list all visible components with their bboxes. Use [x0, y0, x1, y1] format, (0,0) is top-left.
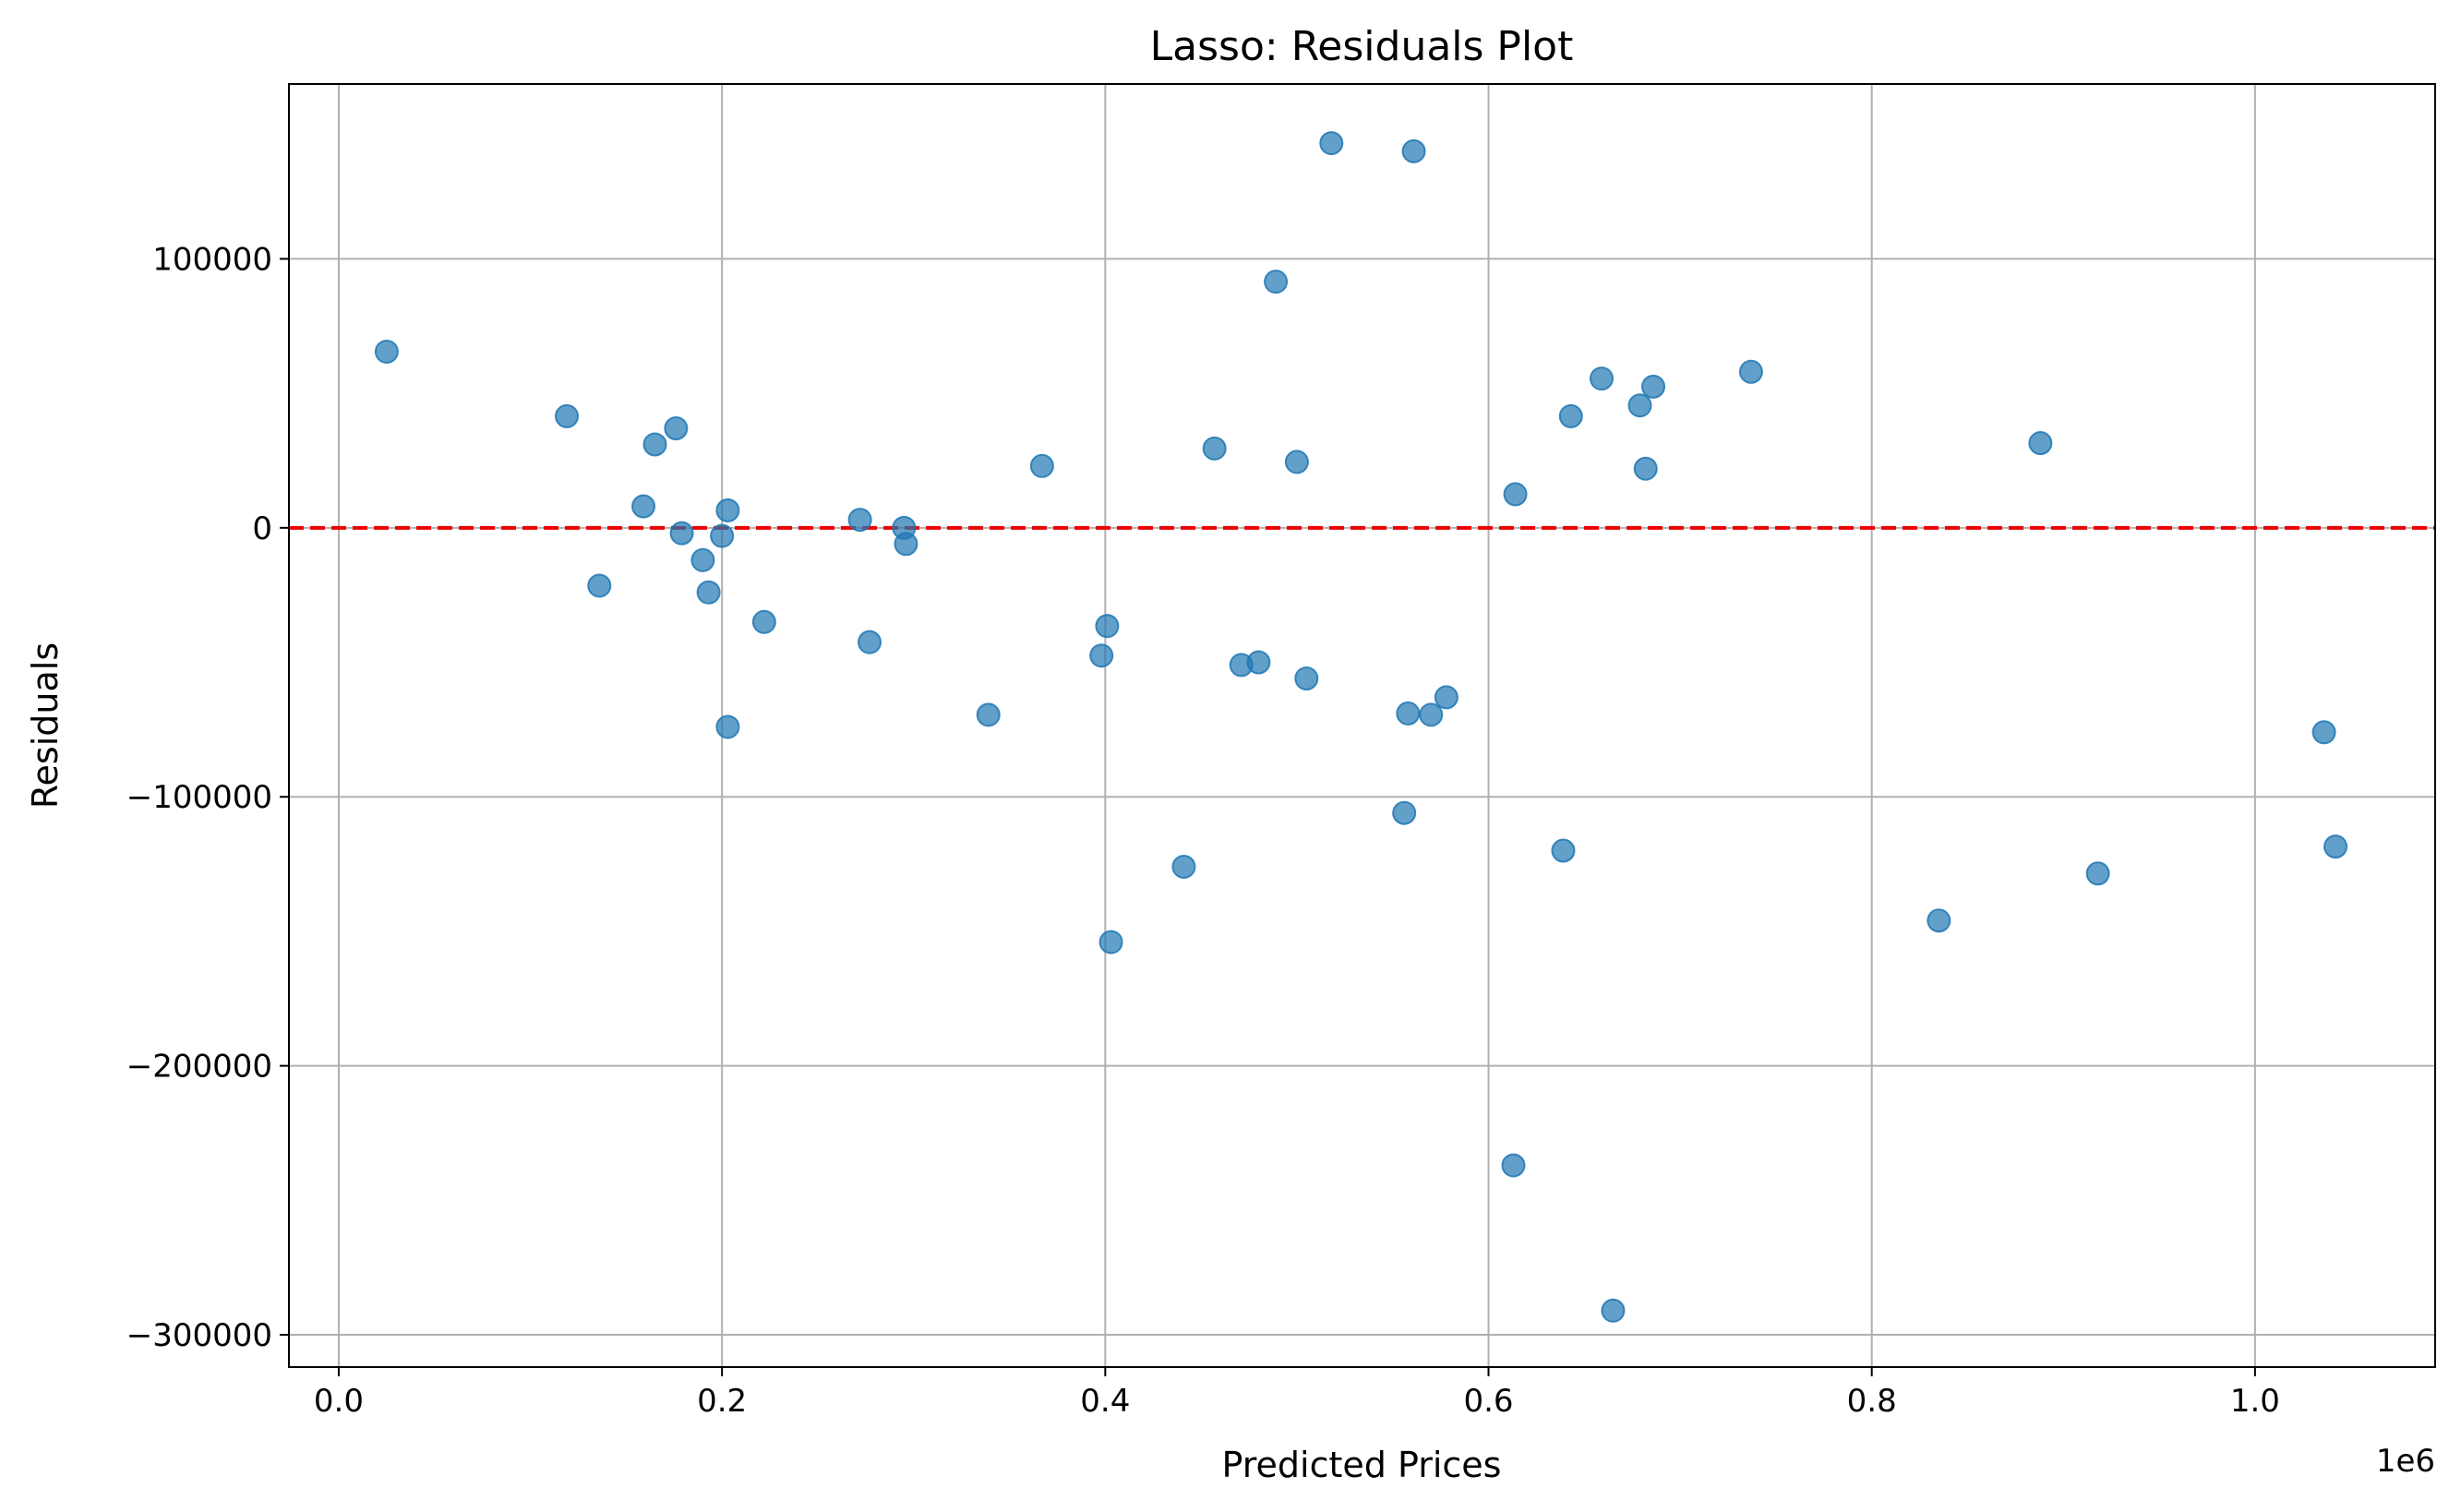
data-point: [1738, 359, 1763, 384]
data-points: [374, 131, 2348, 1323]
data-point: [710, 523, 735, 548]
x-axis-offset-label: 1e6: [2376, 1443, 2435, 1480]
data-point: [1641, 374, 1666, 399]
y-tick-label: −100000: [126, 779, 272, 816]
data-point: [690, 547, 715, 572]
data-point: [894, 532, 918, 557]
x-tick-label: 0.8: [1847, 1383, 1897, 1420]
data-point: [1284, 450, 1309, 474]
data-point: [1396, 701, 1421, 726]
data-point: [1171, 854, 1196, 879]
data-point: [1095, 614, 1120, 639]
y-tick-label: 100000: [152, 241, 272, 278]
data-point: [555, 403, 580, 428]
y-tick-label: 0: [252, 510, 272, 547]
data-point: [2311, 720, 2336, 745]
axis-ticks: 0.0 0.2 0.4 0.6 0.8 1.0 −300000 −200000 −100000 0…: [126, 241, 2280, 1420]
data-point: [664, 415, 689, 440]
x-tick-label: 0.4: [1080, 1383, 1130, 1420]
x-tick-label: 0.0: [314, 1383, 364, 1420]
x-tick-label: 1.0: [2230, 1383, 2280, 1420]
data-point: [1202, 436, 1227, 461]
data-point: [587, 573, 612, 598]
data-point: [669, 521, 694, 546]
data-point: [1319, 131, 1344, 156]
data-point: [715, 498, 740, 522]
data-point: [1633, 456, 1658, 481]
data-point: [642, 432, 667, 457]
data-point: [1558, 403, 1583, 428]
data-point: [1503, 482, 1528, 507]
data-point: [1927, 908, 1951, 933]
data-point: [631, 494, 656, 519]
data-point: [374, 339, 399, 364]
y-tick-label: −300000: [126, 1317, 272, 1354]
data-point: [1401, 138, 1426, 163]
x-tick-label: 0.2: [697, 1383, 747, 1420]
data-point: [1601, 1298, 1626, 1323]
data-point: [1029, 453, 1054, 478]
x-tick-label: 0.6: [1463, 1383, 1513, 1420]
data-point: [2028, 431, 2053, 456]
data-point: [1098, 930, 1123, 954]
y-tick-label: −200000: [126, 1049, 272, 1086]
data-point: [857, 630, 882, 654]
data-point: [715, 714, 740, 739]
data-point: [1434, 685, 1459, 710]
data-point: [1551, 838, 1576, 863]
data-point: [1089, 643, 1114, 668]
data-point: [847, 508, 872, 533]
data-point: [1264, 270, 1289, 294]
data-point: [1294, 666, 1319, 691]
data-point: [2085, 861, 2110, 886]
data-point: [2323, 834, 2348, 859]
data-point: [696, 580, 721, 605]
data-point: [976, 702, 1001, 727]
data-point: [1589, 366, 1614, 391]
data-point: [1246, 650, 1271, 675]
plot-frame: [288, 83, 2436, 1368]
data-point: [1501, 1153, 1526, 1178]
chart-title: Lasso: Residuals Plot: [1150, 23, 1574, 70]
data-point: [751, 609, 776, 634]
data-point: [1627, 393, 1652, 418]
data-point: [1419, 702, 1444, 727]
x-axis-label: Predicted Prices: [1222, 1445, 1502, 1485]
y-axis-label: Residuals: [25, 642, 66, 809]
data-point: [1392, 800, 1417, 825]
